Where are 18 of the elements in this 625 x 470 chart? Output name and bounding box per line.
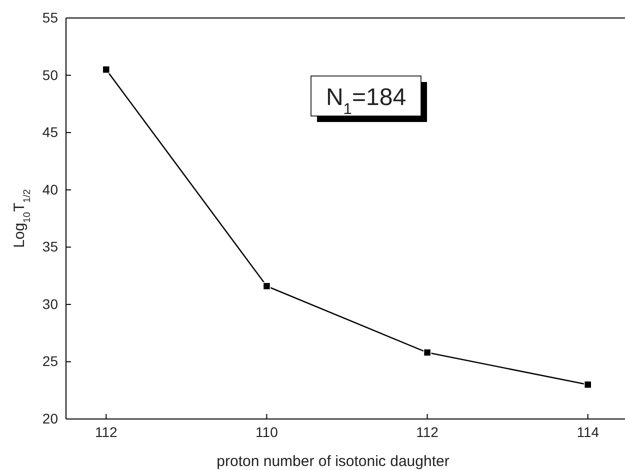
x-axis-title: proton number of isotonic daughter <box>216 453 450 470</box>
point <box>262 282 271 290</box>
y-tick-label: 30 <box>42 296 58 312</box>
annotation: N$_{1}$=184 <box>326 84 406 118</box>
point <box>584 380 592 389</box>
point <box>423 348 432 356</box>
y-tick-label: 35 <box>42 238 58 255</box>
x-tick-label: 114 <box>576 424 600 440</box>
x-tick-label: 112 <box>94 424 118 440</box>
y-tick-label: 20 <box>42 410 58 426</box>
y-tick-label: 45 <box>42 124 58 140</box>
x-tick-label: 112 <box>416 424 439 440</box>
y-tick-label: 50 <box>42 66 58 83</box>
y-tick-label: 25 <box>42 353 58 370</box>
x-tick-label: 110 <box>256 424 278 440</box>
y-tick-label: 55 <box>42 9 58 26</box>
point <box>102 66 110 74</box>
y-tick-label: 40 <box>42 181 58 198</box>
